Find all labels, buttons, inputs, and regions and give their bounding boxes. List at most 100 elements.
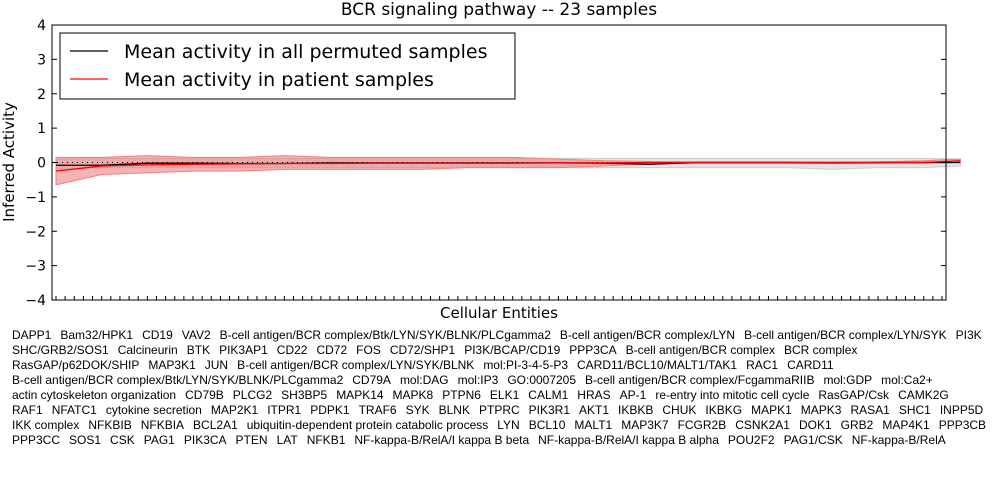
x-tick-label: cytokine secretion: [105, 403, 202, 417]
x-tick-label: B-cell antigen/BCR complex/LYN/SYK: [744, 328, 947, 342]
legend-label-patient: Mean activity in patient samples: [124, 69, 434, 91]
x-tick-label: TRAF6: [358, 403, 397, 417]
x-tick-label: CD22: [276, 343, 308, 357]
x-tick-label: NFATC1: [51, 403, 97, 417]
x-tick-label: AP-1: [619, 388, 647, 402]
x-tick-label: SHC1: [898, 403, 931, 417]
x-tick-label: NF-kappa-B/RelA: [851, 433, 946, 447]
x-tick-label: PPP3CC: [12, 433, 61, 447]
y-tick-label: 2: [37, 87, 46, 103]
x-tick-label: PDPK1: [310, 403, 350, 417]
x-tick-label: PLCG2: [232, 388, 273, 402]
x-tick-label: NF-kappa-B/RelA/I kappa B alpha: [538, 433, 719, 447]
x-tick-label: MAP3K1: [148, 358, 196, 372]
x-tick-label: mol:GDP: [823, 373, 873, 387]
x-tick-label: RASA1: [850, 403, 890, 417]
x-tick-label: ubiquitin-dependent protein catabolic pr…: [246, 418, 489, 432]
x-tick-label: LYN: [497, 418, 520, 432]
x-tick-label: PPP3CB: [938, 418, 987, 432]
x-tick-label: mol:IP3: [457, 373, 499, 387]
x-tick-label: CSNK2A1: [735, 418, 790, 432]
x-tick-label: NFKBIB: [88, 418, 132, 432]
x-tick-label: CD72/SHP1: [389, 343, 456, 357]
x-tick-label: Bam32/HPK1: [60, 328, 134, 342]
legend-label-permuted: Mean activity in all permuted samples: [124, 41, 487, 63]
x-tick-label: MALT1: [574, 418, 613, 432]
x-tick-label: NF-kappa-B/RelA/I kappa B beta: [354, 433, 530, 447]
legend-box: [59, 32, 516, 100]
x-tick-label: PTEN: [235, 433, 268, 447]
y-tick-label: 1: [37, 121, 46, 137]
y-tick-label: 0: [37, 156, 46, 172]
y-axis: −4 −3 −2 −1 0 1 2 3 4: [25, 18, 946, 309]
x-tick-label: POU2F2: [727, 433, 775, 447]
x-tick-label: JUN: [204, 358, 229, 372]
x-tick-label: ELK1: [489, 388, 520, 402]
plot-frame: [51, 24, 947, 301]
y-tick-label: 4: [37, 18, 46, 34]
x-ticks: [55, 296, 943, 300]
x-tick-label: PI3K: [955, 328, 982, 342]
x-tick-label: re-entry into mitotic cell cycle: [655, 388, 810, 402]
x-tick-label: BCL2A1: [193, 418, 238, 432]
x-tick-label: actin cytoskeleton organization: [12, 388, 177, 402]
x-tick-label: ITPR1: [267, 403, 302, 417]
x-tick-label: CHUK: [662, 403, 697, 417]
x-tick-label: MAP3K7: [621, 418, 669, 432]
confidence-bands: [55, 155, 961, 186]
x-tick-label: MAPK1: [751, 403, 792, 417]
y-tick-label: −1: [25, 190, 46, 206]
x-tick-label: PI3K/BCAP/CD19: [464, 343, 561, 357]
x-tick-label: NFKB1: [306, 433, 346, 447]
x-tick-label: B-cell antigen/BCR complex: [625, 343, 776, 357]
x-tick-label: CD79B: [185, 388, 224, 402]
x-tick-label: RasGAP/p62DOK/SHIP: [12, 358, 140, 372]
x-tick-label: FOS: [356, 343, 381, 357]
x-tick-label: B-cell antigen/BCR complex/LYN/SYK/BLNK: [237, 358, 475, 372]
x-tick-label: CD79A: [352, 373, 391, 387]
x-tick-label: SH3BP5: [281, 388, 328, 402]
y-tick-label: −4: [25, 293, 46, 309]
x-tick-label: mol:PI-3-4-5-P3: [483, 358, 569, 372]
chart: BCR signaling pathway -- 23 samples −4 −3…: [0, 0, 961, 322]
x-tick-label: mol:Ca2+: [881, 373, 933, 387]
x-tick-label: CALM1: [528, 388, 569, 402]
y-tick-label: −3: [25, 259, 46, 275]
x-tick-label: B-cell antigen/BCR complex/Btk/LYN/SYK/B…: [12, 373, 344, 387]
x-tick-label: DAPP1: [12, 328, 52, 342]
x-tick-label: BTK: [186, 343, 211, 357]
x-tick-label: FCGR2B: [677, 418, 727, 432]
x-tick-label: RasGAP/Csk: [818, 388, 890, 402]
series-lines: [52, 160, 961, 172]
x-tick-label: CSK: [110, 433, 135, 447]
x-tick-label: MAPK14: [336, 388, 384, 402]
chart-title: BCR signaling pathway -- 23 samples: [341, 0, 657, 20]
x-tick-label: MAPK3: [800, 403, 842, 417]
x-tick-label: RAC1: [746, 358, 779, 372]
x-tick-label: DOK1: [798, 418, 832, 432]
x-tick-label: IKBKG: [705, 403, 743, 417]
x-tick-label: HRAS: [577, 388, 611, 402]
x-tick-label: B-cell antigen/BCR complex/FcgammaRIIB: [585, 373, 815, 387]
x-tick-label: VAV2: [181, 328, 211, 342]
x-tick-label: PPP3CA: [569, 343, 617, 357]
x-tick-label: BCR complex: [784, 343, 858, 357]
x-tick-label: PAG1: [143, 433, 175, 447]
x-tick-label: SOS1: [69, 433, 102, 447]
x-tick-label: PAG1/CSK: [783, 433, 843, 447]
x-axis-label: Cellular Entities: [440, 304, 558, 322]
x-tick-label: BLNK: [438, 403, 470, 417]
x-tick-label: CARD11: [787, 358, 834, 372]
x-tick-label: CD72: [316, 343, 348, 357]
legend: Mean activity in all permuted samples Me…: [59, 32, 516, 100]
x-tick-label: Calcineurin: [117, 343, 178, 357]
x-tick-label: PIK3R1: [528, 403, 571, 417]
x-tick-label: GRB2: [840, 418, 874, 432]
x-tick-label: PTPN6: [442, 388, 481, 402]
x-tick-label: SYK: [405, 403, 430, 417]
x-tick-label: AKT1: [579, 403, 610, 417]
x-tick-label: RAF1: [12, 403, 43, 417]
x-tick-label: MAPK8: [392, 388, 434, 402]
x-tick-label: IKK complex: [12, 418, 80, 432]
x-tick-label: GO:0007205: [507, 373, 577, 387]
